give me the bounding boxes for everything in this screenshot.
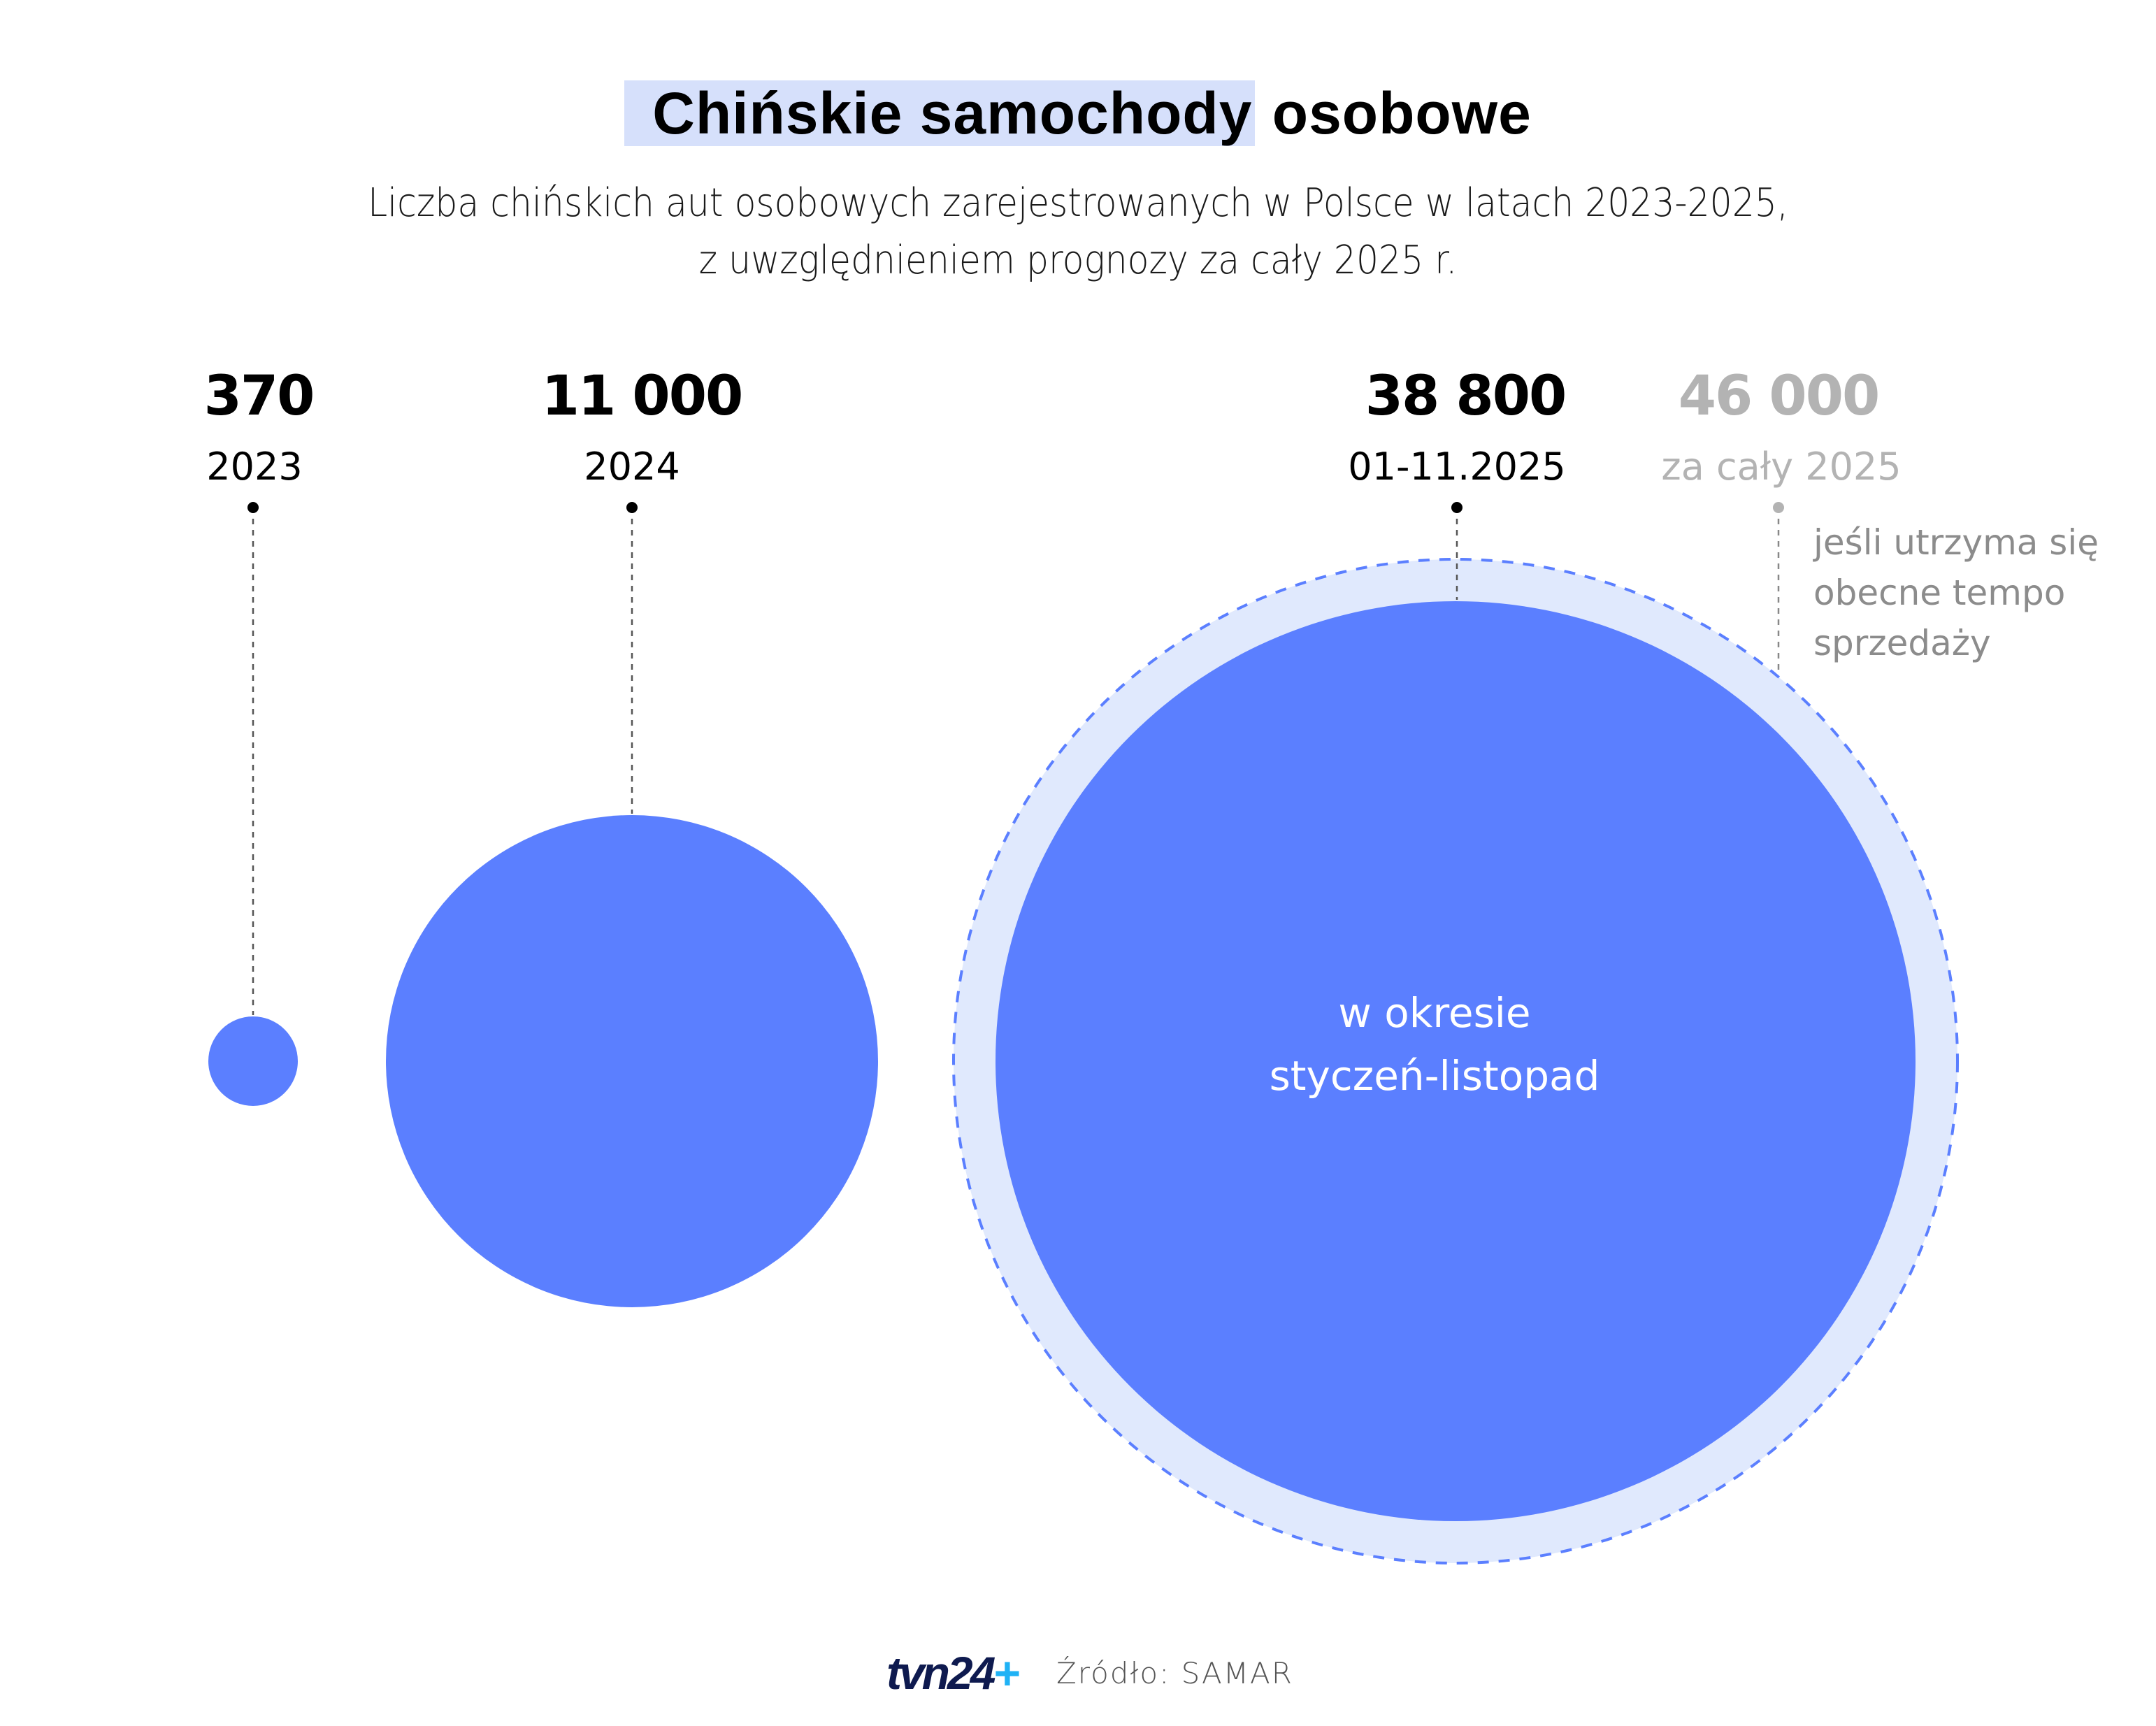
period-label-2025-ytd: 01-11.2025 <box>1348 445 1566 489</box>
marker-dot-2025-ytd <box>1451 502 1463 513</box>
forecast-note: jeśli utrzyma się obecne tempo sprzedaży <box>1813 517 2099 668</box>
inner-label-line-1: w okresie <box>1338 989 1531 1037</box>
inner-label-line-2: styczeń-listopad <box>1269 1052 1600 1100</box>
subtitle-line-2: z uwzględnieniem prognozy za cały 2025 r… <box>698 238 1458 283</box>
marker-dot-2023 <box>247 502 259 513</box>
title-highlighted: Chińskie samochody <box>624 80 1256 146</box>
value-label-2024: 11 000 <box>541 365 744 428</box>
chart-subtitle: Liczba chińskich aut osobowych zarejestr… <box>108 175 2048 289</box>
marker-dot-2024 <box>626 502 638 513</box>
bubble-2023 <box>208 1016 298 1106</box>
period-label-2023: 2023 <box>206 445 303 489</box>
chart-title: Chińskie samochody osobowe <box>0 67 2156 159</box>
subtitle-line-1: Liczba chińskich aut osobowych zarejestr… <box>368 180 1788 226</box>
bubble-inner-label: w okresie styczeń-listopad <box>1270 981 1600 1107</box>
marker-dot-2025-forecast <box>1773 502 1784 513</box>
bubble-01-11-2025 <box>996 601 1916 1521</box>
value-label-2025-ytd: 38 800 <box>1365 365 1567 428</box>
forecast-note-line-1: jeśli utrzyma się <box>1813 522 2099 563</box>
tvn24-logo: tvn24+ <box>886 1647 1020 1699</box>
title-rest: osobowe <box>1272 80 1532 146</box>
forecast-note-line-2: obecne tempo <box>1813 573 2066 613</box>
source-label: Źródło: SAMAR <box>1056 1655 1293 1690</box>
period-label-2024: 2024 <box>584 445 680 489</box>
value-label-2025-forecast: 46 000 <box>1678 365 1881 428</box>
forecast-note-line-3: sprzedaży <box>1813 623 1991 663</box>
bubble-2024 <box>386 815 878 1307</box>
period-label-2025-forecast: za cały 2025 <box>1661 445 1902 489</box>
value-label-2023: 370 <box>203 365 315 428</box>
footer: tvn24+ Źródło: SAMAR <box>886 1646 1293 1699</box>
